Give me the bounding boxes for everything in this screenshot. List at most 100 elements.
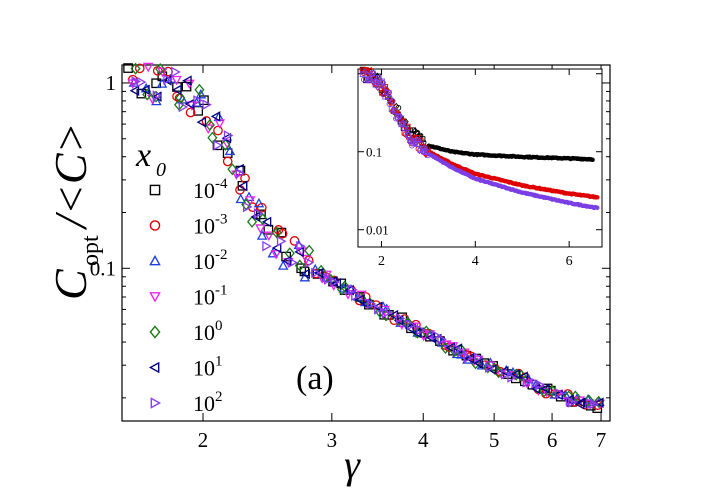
- data-point: [404, 322, 414, 334]
- data-point: [389, 315, 400, 326]
- legend-label: 102: [193, 389, 223, 416]
- data-point: [131, 76, 142, 87]
- legend-entries: 10-4 10-3 10-2 10-1 100 101 102: [148, 176, 228, 416]
- panel-label: (a): [296, 360, 334, 397]
- data-point: [224, 145, 236, 156]
- main-scatter-points: [123, 62, 605, 413]
- data-point: [163, 74, 173, 85]
- legend-label: 101: [193, 354, 223, 381]
- data-point: [406, 319, 417, 331]
- legend-marker: [149, 325, 161, 339]
- data-point: [220, 138, 231, 151]
- inset-data-point: [413, 136, 420, 144]
- data-point: [576, 397, 586, 408]
- data-point: [271, 226, 282, 239]
- data-point: [568, 396, 578, 408]
- data-point: [416, 324, 426, 336]
- data-point: [330, 276, 340, 288]
- data-point: [276, 235, 287, 247]
- inset-data-point: [381, 82, 388, 91]
- data-point: [250, 211, 261, 223]
- data-point: [510, 368, 521, 380]
- data-point: [586, 398, 597, 409]
- data-point: [182, 75, 192, 86]
- data-point: [267, 247, 279, 258]
- legend-marker: [148, 361, 160, 374]
- data-point: [437, 334, 447, 345]
- x-tick-label: 2: [198, 428, 209, 452]
- data-point: [193, 95, 203, 106]
- data-point: [501, 369, 511, 380]
- data-point: [354, 294, 365, 306]
- data-point: [463, 352, 474, 363]
- data-point: [583, 394, 594, 407]
- data-point: [457, 346, 467, 358]
- inset-data-point: [595, 195, 600, 200]
- data-point: [221, 132, 232, 144]
- data-point: [381, 307, 392, 319]
- inset-data-point: [391, 108, 398, 114]
- data-point: [522, 377, 533, 388]
- inset-data-point: [415, 137, 422, 144]
- data-point: [294, 246, 304, 258]
- data-point: [300, 268, 310, 280]
- legend-marker: [149, 254, 161, 266]
- y-axis-label-rest: /<C>: [45, 122, 96, 231]
- legend: x 0 10-4 10-3 10-2 10-1 100 101 102: [135, 137, 228, 416]
- data-point: [171, 66, 181, 78]
- data-point: [207, 131, 218, 144]
- data-point: [324, 274, 334, 285]
- inset-y-tick-label: 0.01: [366, 223, 389, 238]
- data-point: [155, 63, 166, 76]
- inset-data-point: [590, 157, 595, 162]
- data-point: [204, 118, 215, 132]
- inset-x-tick-label: 6: [566, 254, 573, 269]
- inset-y-tick-label: 0.1: [366, 145, 382, 160]
- y-tick-label: 0.1: [90, 256, 116, 280]
- x-tick-label: 5: [489, 428, 500, 452]
- data-point: [142, 88, 153, 101]
- data-point: [263, 231, 275, 242]
- data-point: [540, 383, 550, 395]
- data-point: [473, 357, 483, 369]
- data-point: [222, 156, 233, 167]
- inset-data-point: [388, 106, 395, 113]
- legend-marker: [149, 292, 161, 303]
- data-point: [277, 260, 289, 270]
- legend-marker: [150, 397, 162, 409]
- inset-data-point: [370, 70, 377, 76]
- data-point: [157, 67, 168, 78]
- legend-marker: [149, 220, 161, 231]
- data-point: [336, 283, 348, 296]
- data-point: [262, 240, 272, 252]
- data-point: [196, 116, 207, 128]
- data-point: [276, 227, 287, 238]
- data-point: [235, 167, 246, 179]
- legend-label: 100: [193, 318, 223, 345]
- data-point: [304, 257, 315, 268]
- data-point: [431, 330, 442, 341]
- data-point: [177, 93, 188, 104]
- data-point: [361, 298, 371, 310]
- x-tick-label: 6: [547, 428, 558, 452]
- data-point: [294, 259, 305, 272]
- data-point: [253, 197, 265, 208]
- data-point: [296, 240, 306, 252]
- y-axis-label: C opt /<C>: [45, 122, 104, 300]
- data-point: [476, 359, 488, 370]
- x-tick-label: 7: [596, 428, 607, 452]
- data-point: [243, 201, 253, 213]
- inset-data-point: [384, 93, 391, 101]
- inset-data-point: [366, 77, 372, 84]
- data-point: [246, 215, 258, 228]
- inset-data-point: [397, 112, 404, 120]
- data-point: [574, 399, 585, 410]
- data-point: [393, 315, 404, 326]
- data-point: [261, 216, 272, 228]
- data-point: [142, 62, 154, 73]
- data-point: [344, 284, 354, 296]
- data-point: [235, 193, 247, 204]
- inset-data-point: [595, 205, 600, 210]
- data-point: [535, 379, 546, 391]
- legend-label: 10-4: [193, 176, 228, 203]
